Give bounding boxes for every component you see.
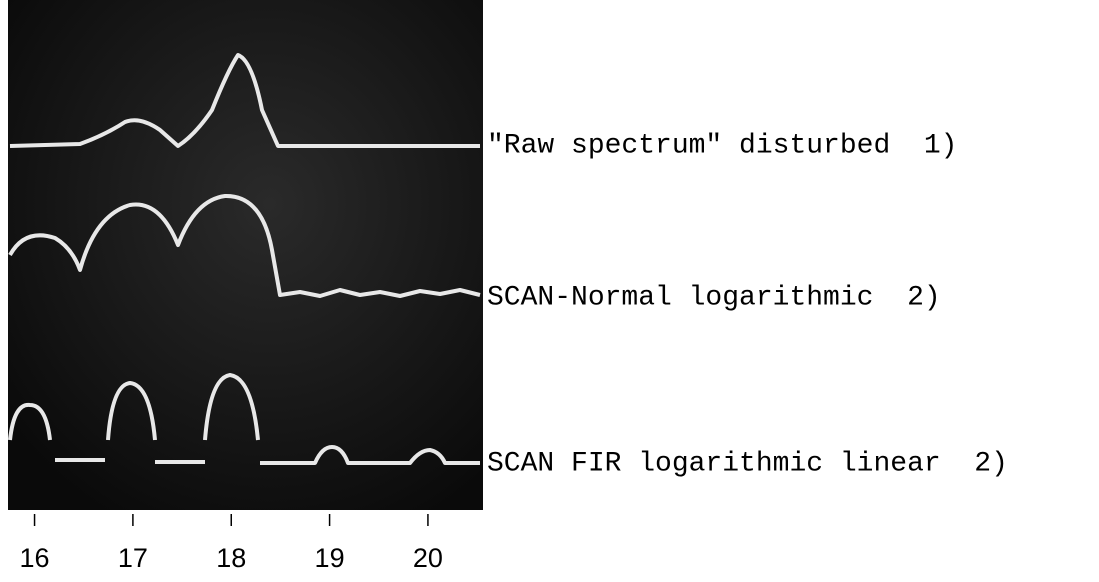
- trace-label: SCAN-Normal logarithmic 2): [487, 282, 941, 313]
- tick-label: 16: [20, 543, 50, 573]
- trace-label: SCAN FIR logarithmic linear 2): [487, 448, 1008, 479]
- tick-label: 17: [118, 543, 148, 573]
- tick-label: 20: [413, 543, 443, 573]
- trace-label: "Raw spectrum" disturbed 1): [487, 130, 957, 161]
- tick-label: 18: [216, 543, 246, 573]
- scope-screen: [8, 0, 483, 510]
- figure: "Raw spectrum" disturbed 1) SCAN-Normal …: [0, 0, 1099, 582]
- tick-label: 19: [315, 543, 345, 573]
